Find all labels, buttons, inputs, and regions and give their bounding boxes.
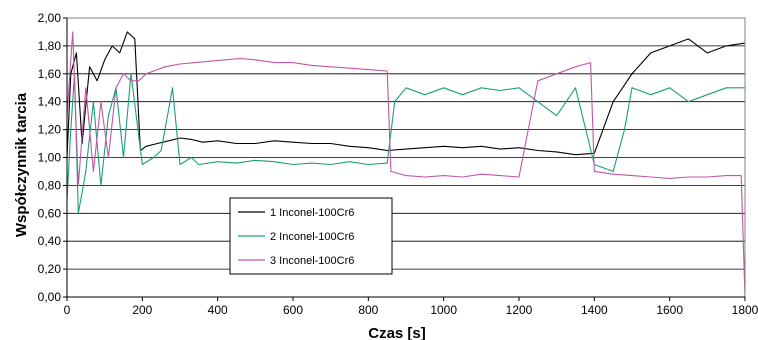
series-line-3 bbox=[66, 31, 746, 298]
legend: 1 Inconel-100Cr6 2 Inconel-100Cr6 3 Incone… bbox=[229, 197, 393, 275]
x-tick-label: 1600 bbox=[656, 303, 683, 317]
x-tick-label: 600 bbox=[283, 303, 303, 317]
x-tick-label: 400 bbox=[208, 303, 228, 317]
x-tick-labels: 0 200 400 600 800 1000 1200 1400 1600 1800 bbox=[64, 297, 758, 317]
y-tick-label: 0,40 bbox=[38, 234, 62, 248]
y-tick-label: 1,40 bbox=[38, 95, 62, 109]
x-tick-label: 1400 bbox=[581, 303, 608, 317]
x-tick-label: 1200 bbox=[506, 303, 533, 317]
y-tick-label: 1,60 bbox=[38, 67, 62, 81]
x-axis-label: Czas [s] bbox=[368, 325, 426, 340]
legend-label-3: 3 Inconel-100Cr6 bbox=[270, 255, 354, 267]
x-tick-label: 0 bbox=[64, 303, 71, 317]
legend-label-2: 2 Inconel-100Cr6 bbox=[270, 231, 354, 243]
y-tick-label: 1,20 bbox=[38, 123, 62, 137]
y-tick-label: 1,00 bbox=[38, 151, 62, 165]
series-line-1 bbox=[66, 31, 746, 158]
x-tick-label: 200 bbox=[132, 303, 152, 317]
y-tick-label: 0,20 bbox=[38, 262, 62, 276]
y-tick-label: 0,60 bbox=[38, 206, 62, 220]
y-tick-labels: 0,00 0,20 0,40 0,60 0,80 1,00 1,20 1,40 1,60 1,80… bbox=[38, 11, 67, 304]
x-tick-label: 1000 bbox=[430, 303, 457, 317]
y-axis-label: Współczynnik tarcia bbox=[13, 92, 30, 237]
x-tick-label: 1800 bbox=[732, 303, 758, 317]
x-tick-label: 800 bbox=[358, 303, 378, 317]
y-tick-label: 1,80 bbox=[38, 39, 62, 53]
series-layer bbox=[66, 31, 746, 298]
y-tick-label: 2,00 bbox=[38, 11, 62, 25]
y-tick-label: 0,80 bbox=[38, 178, 62, 192]
legend-label-1: 1 Inconel-100Cr6 bbox=[270, 207, 354, 219]
y-tick-label: 0,00 bbox=[38, 290, 62, 304]
